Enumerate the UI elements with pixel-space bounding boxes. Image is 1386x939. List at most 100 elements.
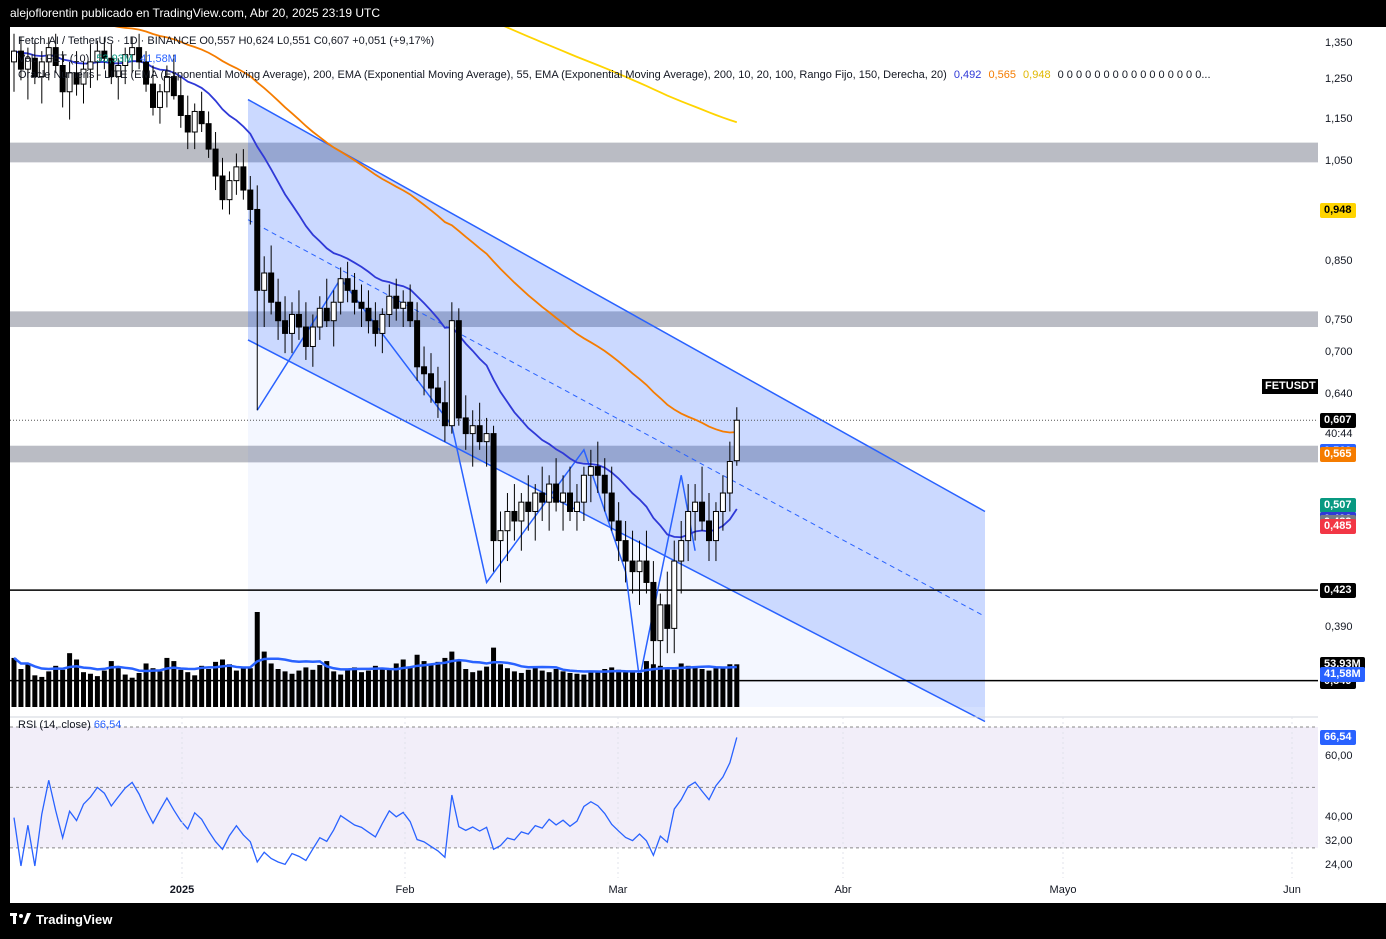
candle-body [483, 433, 490, 443]
candle-body [177, 95, 184, 116]
price-tick-label: 0,850 [1325, 254, 1353, 267]
resistance-zone [10, 311, 1318, 328]
tradingview-brand-label: TradingView [36, 912, 113, 927]
price-tag: 0,423 [1320, 583, 1356, 599]
volume-bar [289, 673, 295, 707]
volume-bar [692, 667, 698, 707]
candle-body [80, 68, 87, 85]
ema20-legend-value: 0,492 [953, 69, 982, 81]
volume-bar [122, 674, 128, 707]
volume-bar [428, 664, 434, 707]
rsi-tick-label: 24,00 [1325, 858, 1353, 871]
candle-body [587, 466, 594, 476]
volume-bar [94, 676, 100, 707]
volume-bar [463, 669, 469, 707]
candle-body [351, 289, 358, 303]
volume-bar [352, 667, 358, 707]
candle-body [733, 419, 740, 462]
volume-bar [421, 661, 427, 707]
tradingview-footer[interactable]: TradingView [10, 912, 112, 927]
candle-body [316, 307, 323, 328]
volume-bar [643, 661, 649, 707]
candle-body [664, 604, 671, 629]
volume-bar [372, 665, 378, 707]
volume-bar [331, 671, 337, 707]
candle-body [150, 83, 156, 108]
candle-body [163, 76, 170, 93]
candle-body [101, 50, 108, 59]
volume-bar [143, 663, 149, 707]
ema-55-line [114, 27, 737, 434]
candle-body [504, 510, 511, 532]
volume-bar [268, 663, 274, 707]
candle-body [490, 433, 497, 542]
price-tick-label: 1,050 [1325, 155, 1353, 168]
candle-body [323, 307, 330, 322]
volume-bar [393, 663, 399, 707]
price-tick-label: 0,750 [1325, 313, 1353, 326]
candle-body [233, 166, 240, 182]
volume-bar [275, 669, 281, 707]
volume-bar [650, 664, 656, 707]
volume-bar [449, 651, 455, 707]
candle-body [66, 72, 73, 93]
price-chart-svg[interactable] [10, 27, 1318, 878]
candle-body [205, 123, 212, 150]
price-tick-label: 1,250 [1325, 73, 1353, 86]
chart-pane[interactable]: Fetch.AI / TetherUS · 1D · BINANCE O0,55… [10, 27, 1318, 903]
volume-bar [199, 665, 205, 707]
candle-body [386, 295, 393, 315]
volume-bar [317, 665, 323, 707]
volume-bar [595, 670, 601, 707]
price-tick-label: 1,350 [1325, 37, 1353, 50]
volume-bar [602, 669, 608, 707]
candle-body [198, 110, 205, 125]
symbol-price-label: FETUSDT [1262, 379, 1319, 394]
volume-bar [53, 665, 59, 707]
price-tick-label: 0,640 [1325, 388, 1353, 401]
candle-body [302, 326, 309, 347]
volume-bar [456, 660, 462, 707]
candle-body [129, 47, 136, 56]
volume-bar [511, 671, 517, 707]
price-tag: 66,54 [1320, 730, 1356, 746]
candle-body [580, 474, 587, 503]
volume-bar [220, 659, 225, 707]
candle-body [434, 387, 441, 404]
indicator-legend: Oracle Numeris - LITE (EMA (Exponential … [18, 69, 1215, 81]
candle-body [511, 510, 518, 522]
candle-body [11, 50, 17, 63]
price-tick-label: 1,150 [1325, 112, 1353, 125]
price-tag: 0,565 [1320, 446, 1356, 462]
volume-bar [365, 670, 371, 707]
volume-bar [560, 671, 566, 707]
publisher-header: alejoflorentin publicado en TradingView.… [10, 6, 381, 20]
indicator-legend-label: Oracle Numeris - LITE (EMA (Exponential … [18, 69, 947, 81]
volume-bar [185, 672, 191, 707]
candle-body [657, 604, 664, 642]
candle-body [94, 50, 101, 63]
volume-bar [359, 672, 364, 707]
volume-bar [296, 670, 302, 707]
volume-bar [226, 664, 232, 707]
volume-bar [282, 671, 288, 707]
candle-body [115, 65, 122, 78]
volume-bar [685, 665, 691, 707]
ema-200-line [503, 27, 738, 124]
volume-bar [254, 612, 260, 707]
candle-body [372, 320, 379, 334]
resistance-zone [10, 142, 1318, 163]
volume-bar [101, 670, 107, 707]
time-axis[interactable]: 2025 Feb Mar Abr Mayo Jun [10, 878, 1318, 903]
candle-body [295, 313, 302, 328]
price-tag: 0,607 [1320, 413, 1356, 429]
candle-body [441, 402, 448, 427]
candle-body [560, 492, 567, 503]
price-scale[interactable]: 1,350 1,250 1,150 1,050 0,850 0,750 0,700 0,640… [1318, 27, 1386, 903]
candle-body [455, 320, 462, 419]
channel-mid-line [247, 219, 986, 617]
candle-body [247, 189, 254, 210]
candle-body [497, 530, 504, 542]
candle-body [567, 492, 573, 512]
volume-bar [129, 677, 135, 707]
